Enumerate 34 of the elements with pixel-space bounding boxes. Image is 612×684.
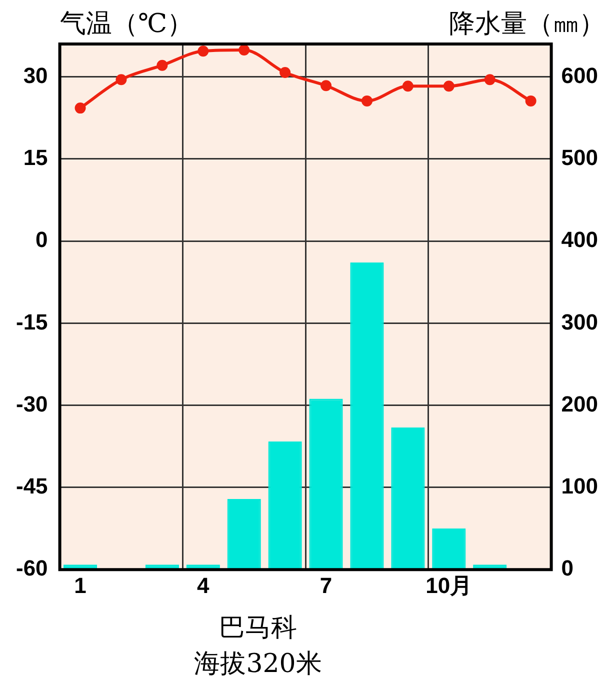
x-tick-label: 1 bbox=[74, 572, 86, 598]
y2-axis-title: 降水量（㎜） bbox=[449, 9, 605, 39]
y2-tick-label: 200 bbox=[561, 391, 598, 416]
x-tick-label: 7 bbox=[320, 572, 332, 598]
point bbox=[280, 66, 291, 78]
y2-tick-label: 500 bbox=[561, 145, 598, 170]
y-tick-label: -60 bbox=[16, 556, 48, 581]
point bbox=[361, 95, 372, 106]
text: 巴马科 bbox=[219, 613, 297, 643]
y2-tick-label: 0 bbox=[561, 556, 574, 581]
point bbox=[198, 46, 209, 57]
y2-tick-label: 300 bbox=[561, 309, 598, 334]
y-tick-label: 15 bbox=[23, 145, 48, 170]
y-axis-title: 气温（℃） bbox=[60, 9, 194, 39]
point bbox=[320, 80, 332, 92]
y-tick-label: -30 bbox=[16, 391, 48, 416]
x-tick-label: 10月 bbox=[426, 572, 472, 598]
y-tick-label: -45 bbox=[16, 474, 48, 499]
point bbox=[443, 80, 454, 92]
x-tick-label: 4 bbox=[197, 572, 210, 598]
point bbox=[484, 74, 496, 86]
text: 海拔320米 bbox=[194, 649, 322, 679]
point bbox=[402, 80, 414, 92]
y-tick-label: 30 bbox=[23, 62, 48, 88]
y2-tick-label: 100 bbox=[561, 474, 598, 499]
point bbox=[74, 102, 86, 114]
point bbox=[116, 74, 127, 86]
y2-tick-label: 400 bbox=[561, 227, 598, 252]
y-tick-label: -15 bbox=[16, 309, 48, 334]
point bbox=[525, 95, 536, 106]
point bbox=[156, 60, 168, 71]
y-tick-label: 0 bbox=[36, 227, 48, 252]
point bbox=[238, 44, 250, 56]
y2-tick-label: 600 bbox=[561, 62, 598, 88]
